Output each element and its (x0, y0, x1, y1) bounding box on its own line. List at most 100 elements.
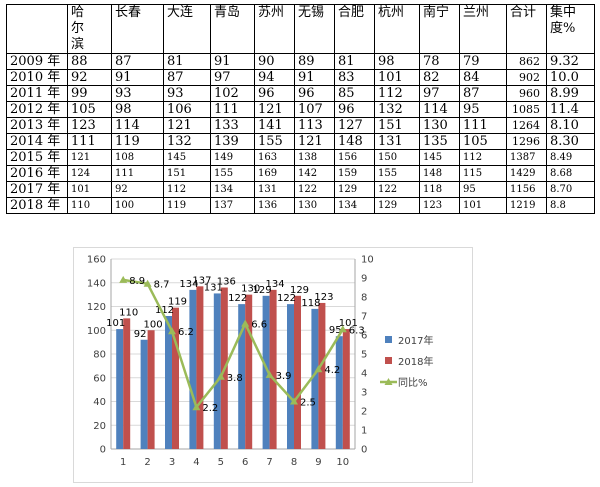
data-cell: 90 (254, 53, 295, 70)
line-series (123, 278, 344, 410)
bar-data-label: 122 (277, 293, 296, 304)
data-cell: 121 (163, 117, 211, 134)
data-cell: 87 (459, 85, 507, 102)
bar (172, 307, 179, 449)
total-cell: 1264 (506, 117, 547, 134)
data-cell: 132 (163, 133, 211, 150)
data-cell: 87 (111, 53, 164, 70)
line-data-label: 6.2 (178, 327, 194, 338)
data-cell: 111 (111, 165, 164, 182)
row-year: 2016 年 (6, 165, 68, 182)
left-axis-tick-label: 40 (93, 397, 106, 408)
table-row: 2014 年 111 119 132 139 155 121 148 131 135 105 1296… (6, 133, 595, 150)
data-cell: 88 (67, 53, 112, 70)
right-axis-tick-label: 6 (361, 331, 367, 342)
data-cell: 130 (419, 117, 460, 134)
line-marker (216, 372, 225, 380)
bar-data-label: 131 (204, 282, 223, 293)
left-axis-tick-label: 80 (93, 350, 106, 361)
bar-data-label: 101 (106, 318, 125, 329)
concentration-cell: 8.70 (546, 181, 595, 198)
legend-label: 2017年 (398, 334, 433, 347)
line-data-label: 4.2 (324, 365, 340, 376)
column-header: 兰州 (459, 4, 507, 54)
bar-data-label: 122 (228, 293, 247, 304)
total-cell: 1296 (506, 133, 547, 150)
data-cell: 151 (374, 117, 420, 134)
table-row: 2015 年 121 108 145 149 163 138 156 150 145 112 1387… (6, 149, 595, 166)
bar (262, 295, 270, 449)
data-cell: 133 (210, 117, 255, 134)
x-axis-tick-label: 5 (218, 457, 224, 468)
bar (318, 302, 326, 449)
bar-data-label: 134 (179, 279, 198, 290)
data-cell: 100 (111, 197, 164, 214)
data-cell: 145 (163, 149, 211, 166)
bar-data-label: 100 (144, 319, 163, 330)
data-cell: 118 (419, 181, 460, 198)
bar (213, 293, 221, 449)
bar-data-label: 92 (134, 329, 147, 340)
table-row: 2010 年 92 91 87 97 94 91 83 101 82 84 902 10.0 (6, 69, 595, 86)
data-cell: 131 (254, 181, 295, 198)
data-cell: 78 (419, 53, 460, 70)
data-cell: 119 (163, 197, 211, 214)
line-marker (290, 397, 298, 405)
data-cell: 132 (374, 101, 420, 118)
total-cell: 1156 (506, 181, 547, 198)
row-year: 2015 年 (6, 149, 68, 166)
legend-marker (384, 378, 393, 385)
line-data-label: 3.9 (276, 371, 292, 382)
bar (294, 295, 301, 449)
bar (342, 329, 350, 449)
data-cell: 97 (210, 69, 255, 86)
header-corner (6, 4, 68, 54)
data-cell: 155 (210, 165, 255, 182)
bar (335, 336, 343, 449)
line-marker (119, 275, 128, 283)
data-cell: 91 (210, 53, 255, 70)
x-axis-tick-label: 6 (242, 457, 248, 468)
bar-data-label: 134 (266, 279, 285, 290)
data-cell: 141 (254, 117, 295, 134)
data-cell: 105 (459, 133, 507, 150)
row-year: 2013 年 (6, 117, 68, 134)
bar-data-label: 123 (314, 292, 333, 303)
data-cell: 85 (334, 85, 375, 102)
table-row: 2013 年 123 114 121 133 141 113 127 151 130 111 1264… (6, 117, 595, 134)
table-row: 2016 年 124 111 151 155 169 142 159 155 148 115 1429… (6, 165, 595, 182)
data-cell: 115 (459, 165, 507, 182)
bar (147, 330, 155, 449)
data-cell: 151 (163, 165, 211, 182)
data-cell: 92 (67, 69, 112, 86)
right-axis-tick-label: 10 (361, 255, 374, 266)
right-axis-tick-label: 2 (361, 407, 367, 418)
data-cell: 149 (210, 149, 255, 166)
data-cell: 127 (334, 117, 375, 134)
x-axis-tick-label: 9 (315, 457, 321, 468)
line-marker (314, 365, 323, 373)
data-cell: 111 (210, 101, 255, 118)
left-axis-tick-label: 0 (100, 445, 106, 456)
data-cell: 81 (163, 53, 211, 70)
total-cell: 1085 (506, 101, 547, 118)
data-cell: 114 (419, 101, 460, 118)
bar-data-label: 137 (192, 275, 211, 286)
data-cell: 134 (334, 197, 375, 214)
data-cell: 99 (67, 85, 112, 102)
column-header: 大连 (163, 4, 211, 54)
data-cell: 101 (459, 197, 507, 214)
right-axis-tick-label: 4 (361, 369, 367, 380)
data-cell: 134 (210, 181, 255, 198)
data-cell: 129 (374, 197, 420, 214)
data-cell: 123 (67, 117, 112, 134)
data-cell: 97 (419, 85, 460, 102)
line-marker (241, 319, 250, 327)
bar-data-label: 101 (339, 318, 358, 329)
data-cell: 112 (163, 181, 211, 198)
row-year: 2010 年 (6, 69, 68, 86)
data-cell: 119 (111, 133, 164, 150)
data-cell: 130 (294, 197, 335, 214)
